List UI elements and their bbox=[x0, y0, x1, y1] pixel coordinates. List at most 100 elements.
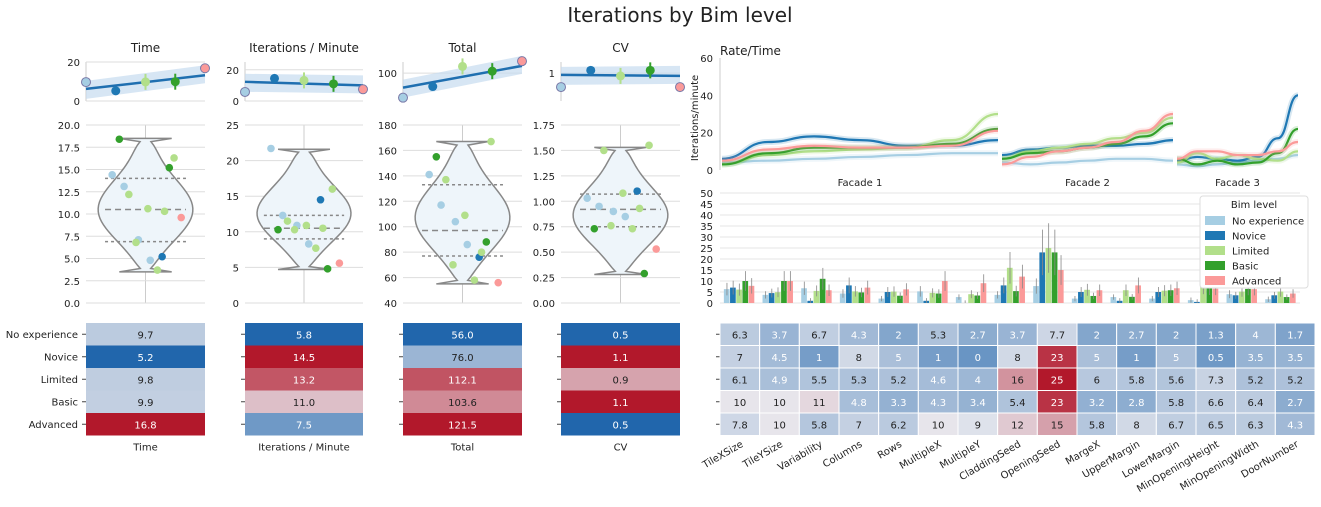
violin-tick: 0.25 bbox=[533, 274, 555, 285]
bar bbox=[1232, 295, 1239, 303]
bar bbox=[1122, 290, 1129, 303]
violin-tick: 0.50 bbox=[533, 248, 555, 259]
violin-point bbox=[316, 195, 325, 204]
bar bbox=[1271, 295, 1278, 303]
pheat-cell-label: 6.4 bbox=[1248, 398, 1264, 409]
pheat-cell-label: 4.6 bbox=[930, 375, 946, 386]
pheat-cell-label: 10 bbox=[733, 398, 746, 409]
violin-point bbox=[590, 224, 599, 233]
bar bbox=[801, 288, 807, 303]
heat-cell bbox=[403, 390, 522, 413]
heat-cell bbox=[561, 413, 680, 436]
violin-point bbox=[146, 256, 155, 265]
pheat-cell-label: 25 bbox=[1051, 375, 1064, 386]
violin-tick: 5.0 bbox=[64, 255, 80, 266]
violin-point bbox=[425, 170, 433, 179]
violin-tick: 100 bbox=[378, 223, 397, 234]
metric-column: Time 0 20 0.0 2.5 5.0 7.5 10.0 12.5 15.0 17.5 20.0 9… bbox=[58, 41, 210, 454]
bar bbox=[1090, 295, 1097, 303]
pheat-cell-label: 5.3 bbox=[851, 375, 867, 386]
pheat-cell-label: 1.7 bbox=[1287, 330, 1303, 341]
strip-mean-point bbox=[270, 73, 279, 83]
bar bbox=[839, 293, 846, 303]
heat-cell-label: 7.5 bbox=[296, 420, 312, 431]
bar bbox=[1000, 285, 1007, 303]
violin-tick: 0 bbox=[233, 299, 239, 310]
strip-mean-point bbox=[458, 61, 467, 71]
violin-tick: 2.5 bbox=[64, 277, 80, 288]
violin-tick: 12.5 bbox=[58, 188, 80, 199]
pheat-cell-label: 5 bbox=[1094, 353, 1100, 364]
bar bbox=[1033, 286, 1039, 303]
violin-point bbox=[461, 211, 469, 220]
bar bbox=[884, 292, 891, 303]
strip-mean-point bbox=[240, 86, 250, 97]
heat-cell-label: 9.9 bbox=[138, 398, 154, 409]
strip-mean-point bbox=[111, 86, 121, 96]
bar bbox=[994, 294, 1001, 303]
legend-swatch bbox=[1205, 216, 1225, 225]
bar bbox=[1129, 296, 1135, 303]
heat-cell bbox=[245, 413, 363, 436]
pheat-cell-label: 2 bbox=[1173, 330, 1179, 341]
pheat-cell-label: 2.7 bbox=[1129, 330, 1145, 341]
heat-cell bbox=[86, 323, 205, 346]
heat-row-label: Limited bbox=[41, 375, 78, 386]
violin-point bbox=[600, 146, 608, 155]
violin-tick: 1.75 bbox=[533, 121, 555, 132]
bar bbox=[1245, 288, 1251, 303]
violin-tick: 160 bbox=[378, 146, 397, 157]
violin-point bbox=[302, 221, 311, 230]
heat-cell-label: 13.2 bbox=[293, 375, 315, 386]
violin-tick: 1.50 bbox=[533, 146, 555, 157]
strip-mean-point bbox=[556, 82, 566, 93]
bar-tick: 15 bbox=[700, 266, 713, 277]
rate-time-panel: Rate/Time Iterations/minute 0 20 40 60 Facad… bbox=[690, 44, 1300, 189]
pheat-col-label: Variability bbox=[776, 439, 825, 473]
pheat-cell-label: 6.6 bbox=[1208, 398, 1224, 409]
violin-tick: 60 bbox=[384, 274, 397, 285]
bar bbox=[890, 291, 897, 303]
heat-cell bbox=[561, 368, 680, 391]
pheat-cell-label: 9 bbox=[975, 420, 981, 431]
strip-tick: 0 bbox=[74, 97, 80, 108]
strip-tick: 20 bbox=[67, 58, 80, 69]
pheat-cell-label: 4 bbox=[975, 375, 981, 386]
bar-tick: 5 bbox=[707, 288, 713, 299]
pheat-cell-label: 2.8 bbox=[1129, 398, 1145, 409]
rate-time-title: Rate/Time bbox=[720, 44, 781, 58]
heat-cell-label: 56.0 bbox=[451, 330, 473, 341]
strip-mean-point bbox=[428, 82, 438, 92]
violin-point bbox=[640, 269, 649, 278]
bar bbox=[1212, 288, 1219, 303]
violin-point bbox=[470, 276, 479, 284]
violin-point bbox=[115, 135, 124, 144]
violin-point bbox=[283, 217, 292, 225]
violin-tick: 10.0 bbox=[58, 210, 80, 221]
pheat-cell-label: 10 bbox=[932, 420, 945, 431]
pheat-cell-label: 7 bbox=[856, 420, 862, 431]
facet-label: Facade 2 bbox=[1065, 178, 1110, 189]
heat-cell-label: 14.5 bbox=[293, 353, 315, 364]
facet-label: Facade 1 bbox=[838, 178, 883, 189]
pheat-cell-label: 5 bbox=[1173, 353, 1179, 364]
heat-cell-label: 1.1 bbox=[613, 353, 629, 364]
pheat-cell-label: 5.8 bbox=[1129, 375, 1145, 386]
bar bbox=[929, 292, 936, 303]
heat-cell bbox=[561, 390, 680, 413]
pheat-cell-label: 10 bbox=[773, 398, 786, 409]
pheat-cell-label: 2 bbox=[895, 330, 901, 341]
pheat-cell-label: 6.5 bbox=[1208, 420, 1224, 431]
bar bbox=[1057, 270, 1064, 303]
heat-xlabel: Total bbox=[450, 443, 474, 454]
bar bbox=[1019, 276, 1025, 303]
bar bbox=[1161, 290, 1168, 303]
pheat-cell-label: 2.7 bbox=[970, 330, 986, 341]
pheat-cell-label: 4.5 bbox=[772, 353, 788, 364]
bar bbox=[852, 291, 858, 303]
pheat-cell-label: 3.5 bbox=[1248, 353, 1264, 364]
violin-tick: 0.0 bbox=[64, 299, 80, 310]
pheat-cell-label: 3.3 bbox=[891, 398, 907, 409]
